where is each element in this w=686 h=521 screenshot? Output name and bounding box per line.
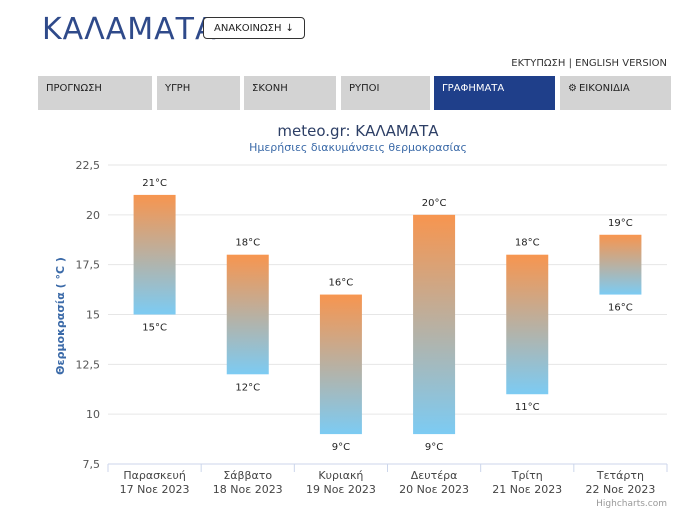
y-tick-label: 10 (86, 408, 100, 421)
high-temp-label: 18°C (515, 238, 540, 249)
tab-label: ΥΓΡΗ (165, 83, 191, 94)
y-axis-title: Θερμοκρασία ( °C ) (54, 257, 67, 375)
y-tick-label: 17,5 (76, 259, 101, 272)
tab-forecast[interactable]: ΠΡΟΓΝΩΣΗ (38, 76, 152, 110)
announcement-label: ΑΝΑΚΟΙΝΩΣΗ (214, 22, 282, 34)
x-tick-day: Παρασκευή (123, 469, 186, 482)
x-tick-day: Δευτέρα (411, 469, 458, 482)
high-temp-label: 16°C (329, 278, 354, 289)
high-temp-label: 18°C (235, 238, 260, 249)
tab-label: ΠΡΟΓΝΩΣΗ (46, 83, 102, 94)
high-temp-label: 19°C (608, 218, 633, 229)
tab-label: ΓΡΑΦΗΜΑΤΑ (442, 83, 505, 94)
low-temp-label: 12°C (235, 382, 260, 393)
x-tick-day: Τρίτη (511, 469, 543, 482)
y-tick-label: 22,5 (76, 159, 101, 172)
english-version-link[interactable]: ENGLISH VERSION (575, 58, 667, 69)
high-temp-label: 21°C (142, 178, 167, 189)
highcharts-credit[interactable]: Highcharts.com (596, 499, 667, 509)
y-axis: 22,5 20 17,5 15 12,5 10 7,5 (76, 159, 101, 471)
tab-label: ΡΥΠΟΙ (349, 83, 380, 94)
temperature-range-bar[interactable] (413, 214, 456, 435)
tab-icons[interactable]: ⚙ ΕΙΚΟΝΙΔΙΑ (560, 76, 671, 110)
x-tick-date: 22 Noε 2023 (585, 483, 655, 496)
gear-icon: ⚙ (568, 83, 577, 94)
tab-humidity[interactable]: ΥΓΡΗ (157, 76, 240, 110)
y-tick-label: 20 (86, 209, 100, 222)
low-temp-label: 9°C (332, 442, 350, 453)
x-tick-day: Κυριακή (318, 469, 363, 482)
tab-pollutants[interactable]: ΡΥΠΟΙ (341, 76, 430, 110)
print-link[interactable]: ΕΚΤΥΠΩΣΗ (511, 58, 566, 69)
tab-label: ΣΚΟΝΗ (252, 83, 288, 94)
temperature-chart: meteo.gr: ΚΑΛΑΜΑΤΑ Ημερήσιες διακυμάνσει… (54, 122, 668, 509)
high-temp-label: 20°C (422, 198, 447, 209)
x-tick-date: 19 Noε 2023 (306, 483, 376, 496)
tab-dust[interactable]: ΣΚΟΝΗ (244, 76, 336, 110)
y-tick-label: 7,5 (83, 458, 101, 471)
top-links: ΕΚΤΥΠΩΣΗ | ENGLISH VERSION (511, 58, 667, 69)
y-tick-label: 15 (86, 309, 100, 322)
low-temp-label: 16°C (608, 303, 633, 314)
temperature-range-bar[interactable] (506, 254, 549, 395)
gridlines (108, 164, 667, 465)
low-temp-label: 15°C (142, 323, 167, 334)
x-tick-day: Τετάρτη (596, 469, 644, 482)
tab-label: ΕΙΚΟΝΙΔΙΑ (578, 83, 630, 94)
x-tick-date: 17 Noε 2023 (120, 483, 190, 496)
temperature-range-bar[interactable] (133, 194, 176, 315)
page-title: ΚΑΛΑΜΑΤΑ (42, 12, 217, 47)
chart-title: meteo.gr: ΚΑΛΑΜΑΤΑ (277, 122, 439, 140)
temperature-range-bar[interactable] (319, 294, 362, 435)
tab-charts[interactable]: ΓΡΑΦΗΜΑΤΑ (434, 76, 555, 110)
arrow-down-icon: ↓ (285, 22, 294, 34)
x-tick-day: Σάββατο (223, 469, 272, 482)
low-temp-label: 11°C (515, 402, 540, 413)
link-separator: | (568, 58, 572, 69)
x-tick-date: 20 Noε 2023 (399, 483, 469, 496)
x-tick-date: 21 Noε 2023 (492, 483, 562, 496)
x-tick-date: 18 Noε 2023 (213, 483, 283, 496)
temperature-range-bar[interactable] (599, 234, 642, 295)
temperature-range-bar[interactable] (226, 254, 269, 375)
announcement-button[interactable]: ΑΝΑΚΟΙΝΩΣΗ ↓ (203, 17, 305, 39)
bars: 21°C 15°C 18°C 12°C 16°C 9°C 20°C 9°C 18°C 11°C 19… (133, 178, 642, 453)
chart-subtitle: Ημερήσιες διακυμάνσεις θερμοκρασίας (249, 141, 467, 154)
y-tick-label: 12,5 (76, 358, 101, 371)
low-temp-label: 9°C (425, 442, 443, 453)
